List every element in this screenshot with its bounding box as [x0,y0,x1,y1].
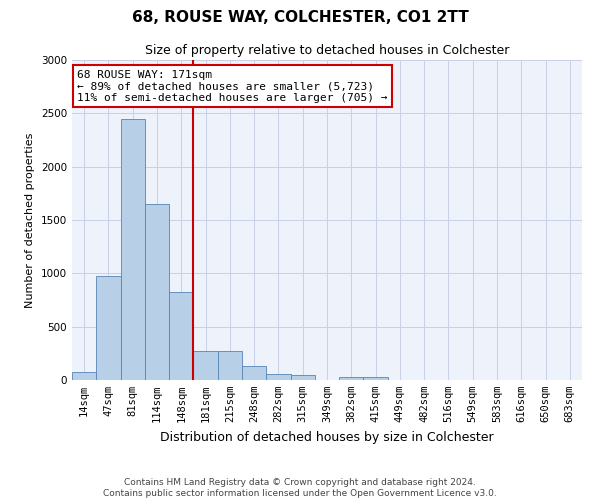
Bar [121,118,145,380]
Bar [218,351,242,380]
Text: 68, ROUSE WAY, COLCHESTER, CO1 2TT: 68, ROUSE WAY, COLCHESTER, CO1 2TT [131,10,469,25]
Bar [145,204,169,380]
Bar [72,372,96,380]
Text: Contains HM Land Registry data © Crown copyright and database right 2024.
Contai: Contains HM Land Registry data © Crown c… [103,478,497,498]
Bar [290,374,315,380]
Bar [266,374,290,380]
Bar [339,378,364,380]
Bar [364,377,388,380]
X-axis label: Distribution of detached houses by size in Colchester: Distribution of detached houses by size … [160,430,494,444]
Bar [169,292,193,380]
Bar [242,366,266,380]
Bar [193,350,218,380]
Title: Size of property relative to detached houses in Colchester: Size of property relative to detached ho… [145,44,509,58]
Bar [96,276,121,380]
Y-axis label: Number of detached properties: Number of detached properties [25,132,35,308]
Text: 68 ROUSE WAY: 171sqm
← 89% of detached houses are smaller (5,723)
11% of semi-de: 68 ROUSE WAY: 171sqm ← 89% of detached h… [77,70,388,103]
